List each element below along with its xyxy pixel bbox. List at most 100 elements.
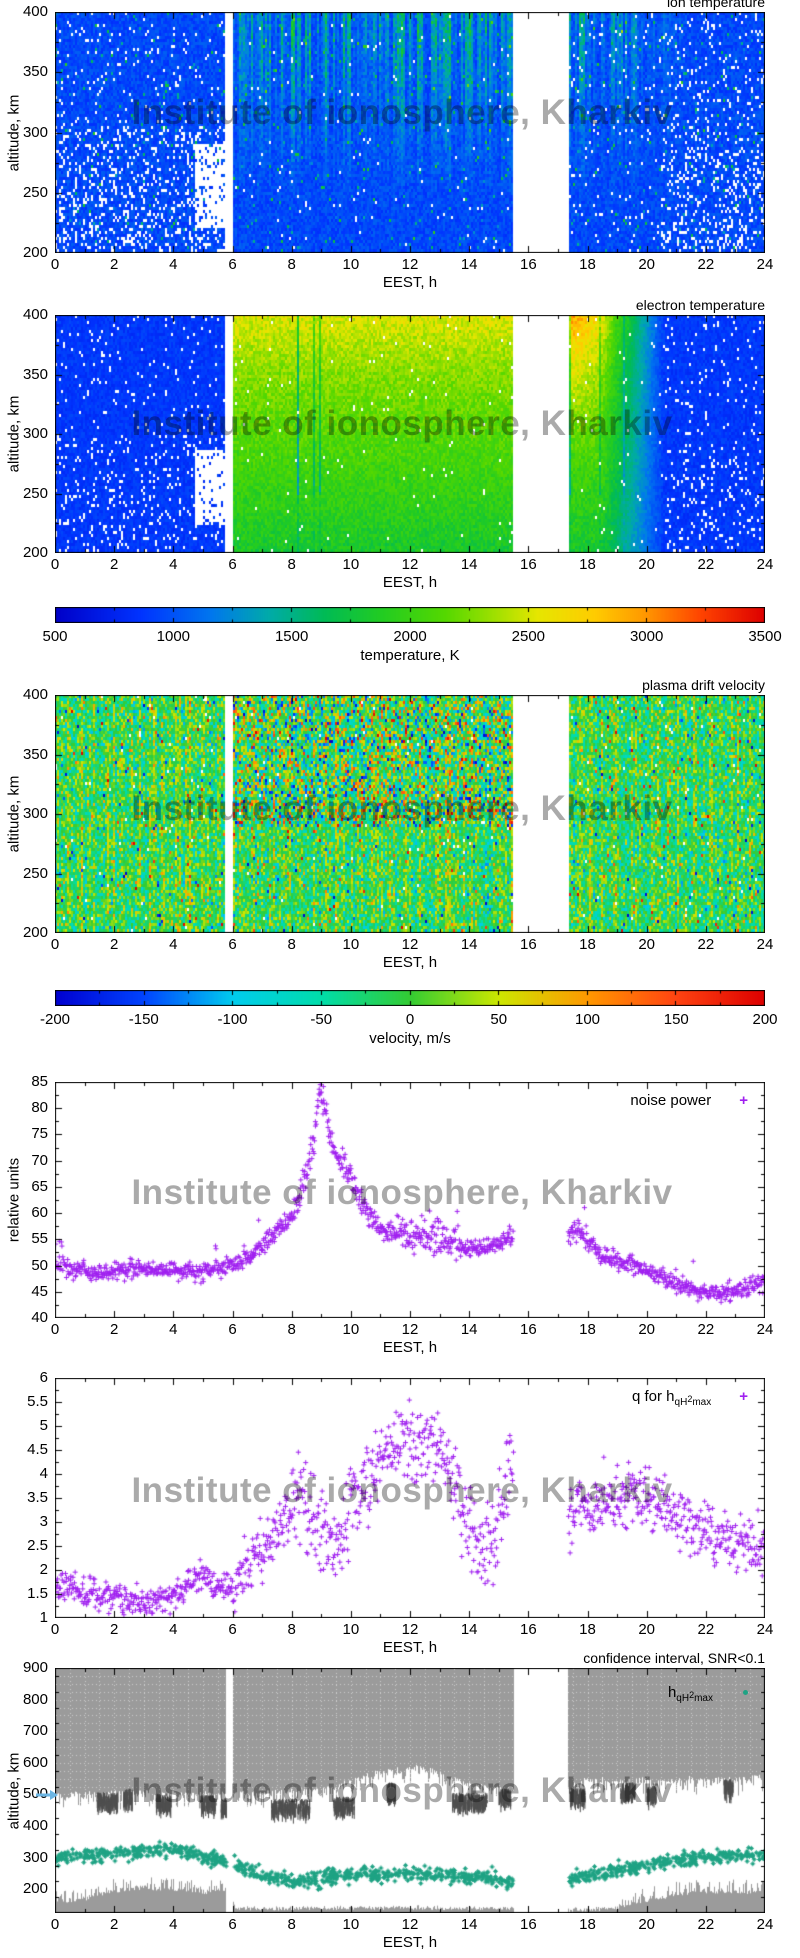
y-tick-label: 350 [22,63,48,81]
x-tick-label: 22 [697,1621,715,1638]
y-tick-label: 3 [39,1513,48,1530]
x-tick-label: 2 [109,256,119,273]
y-tick-label: 6 [39,1369,48,1386]
y-tick-label: 75 [31,1125,48,1143]
x-tick-label: 22 [697,936,715,953]
x-tick-label: 20 [638,1916,655,1933]
plot-title: plasma drift velocity [642,677,765,693]
x-tick-label: 14 [460,256,478,273]
colorbar-tick-label: 500 [42,628,68,645]
y-tick-label: 5.5 [27,1393,48,1410]
y-tick-label: 85 [31,1073,48,1090]
y-tick-label: 2 [39,1561,48,1578]
colorbar-tick-label: 100 [574,1011,601,1028]
altitude-marker-arrow-icon [36,1787,58,1805]
colorbar-tick-label: 3500 [748,628,782,645]
colorbar-tick-label: -50 [310,1011,333,1028]
x-axis-label: EEST, h [382,1339,438,1356]
y-tick-label: 45 [31,1282,48,1300]
x-tick-label: 10 [342,936,360,953]
y-tick-label: 400 [22,306,48,323]
x-tick-label: 16 [519,556,537,573]
x-tick-label: 14 [460,1916,478,1933]
x-tick-label: 2 [109,1621,119,1638]
ion-temperature-heatmap-canvas [55,12,765,253]
x-tick-label: 2 [109,556,119,573]
x-tick-label: 10 [342,1321,360,1338]
electron-temperature-heatmap-canvas [55,315,765,553]
x-axis-label: EEST, h [382,954,438,971]
x-tick-label: 12 [401,1321,419,1338]
x-tick-label: 10 [342,256,360,273]
x-tick-label: 6 [228,936,237,953]
temperature-colorbar-canvas [55,607,765,623]
y-tick-label: 300 [22,805,48,822]
x-axis-label: EEST, h [382,1639,438,1656]
y-tick-label: 5 [39,1417,48,1434]
y-tick-label: 60 [31,1204,48,1222]
x-tick-label: 18 [579,556,596,573]
watermark: Institute of ionosphere, Kharkiv [131,93,673,133]
x-tick-label: 4 [169,1916,178,1933]
y-tick-label: 300 [22,123,48,141]
x-tick-label: 8 [287,1621,296,1638]
x-tick-label: 4 [169,556,178,573]
y-tick-label: 3.5 [27,1489,48,1506]
colorbar-label: velocity, m/s [369,1030,451,1047]
x-tick-label: 14 [460,1621,478,1638]
x-tick-label: 24 [756,1916,774,1933]
watermark: Institute of ionosphere, Kharkiv [131,789,673,829]
x-tick-label: 18 [579,936,596,953]
x-tick-label: 4 [169,936,178,953]
confidence-interval-canvas [55,1668,765,1913]
watermark: Institute of ionosphere, Kharkiv [131,1172,673,1212]
y-tick-label: 200 [22,1880,48,1898]
x-tick-label: 10 [342,1916,360,1933]
plot-title: electron temperature [635,297,765,313]
watermark: Institute of ionosphere, Kharkiv [131,1770,673,1810]
x-tick-label: 16 [519,1621,537,1638]
x-tick-label: 16 [519,1321,537,1338]
x-tick-label: 6 [228,1916,237,1933]
x-tick-label: 8 [287,1916,296,1933]
x-tick-label: 0 [50,936,60,953]
colorbar-tick-label: 0 [405,1011,415,1028]
x-tick-label: 24 [756,936,774,953]
colorbar-label: temperature, K [360,647,460,664]
x-axis-label: EEST, h [382,1934,438,1951]
colorbar-tick-label: -200 [39,1011,71,1028]
y-tick-label: 70 [31,1151,48,1169]
colorbar-tick-label: 1000 [156,628,191,645]
x-tick-label: 12 [401,936,419,953]
x-tick-label: 4 [169,256,178,273]
y-tick-label: 800 [22,1690,48,1708]
y-tick-label: 200 [22,924,48,941]
x-tick-label: 22 [697,556,715,573]
x-tick-label: 6 [228,556,237,573]
y-tick-label: 400 [22,3,48,20]
y-tick-label: 1.5 [27,1585,48,1602]
x-tick-label: 12 [401,1916,419,1933]
x-tick-label: 10 [342,1621,360,1638]
x-tick-label: 0 [50,1321,60,1338]
legend-plus-marker-icon: + [739,1092,748,1109]
colorbar-tick-label: 150 [663,1011,689,1028]
x-tick-label: 4 [169,1321,178,1338]
y-tick-label: 4.5 [27,1441,48,1458]
y-tick-label: 65 [31,1177,48,1195]
y-tick-label: 200 [22,544,48,561]
x-tick-label: 12 [401,256,419,273]
plot-title: confidence interval, SNR<0.1 [583,1650,765,1666]
x-tick-label: 20 [638,1621,655,1638]
velocity-colorbar-canvas [55,990,765,1006]
legend-label: q for hqH2max [631,1388,712,1408]
legend-q-factor: q for hqH2max + [631,1388,748,1408]
y-tick-label: 300 [22,425,48,442]
x-tick-label: 18 [579,1621,596,1638]
x-tick-label: 24 [756,1621,774,1638]
x-axis-label: EEST, h [382,574,438,591]
y-tick-label: 600 [22,1753,48,1771]
x-tick-label: 8 [287,256,296,273]
x-tick-label: 22 [697,1916,715,1933]
x-tick-label: 6 [228,256,237,273]
